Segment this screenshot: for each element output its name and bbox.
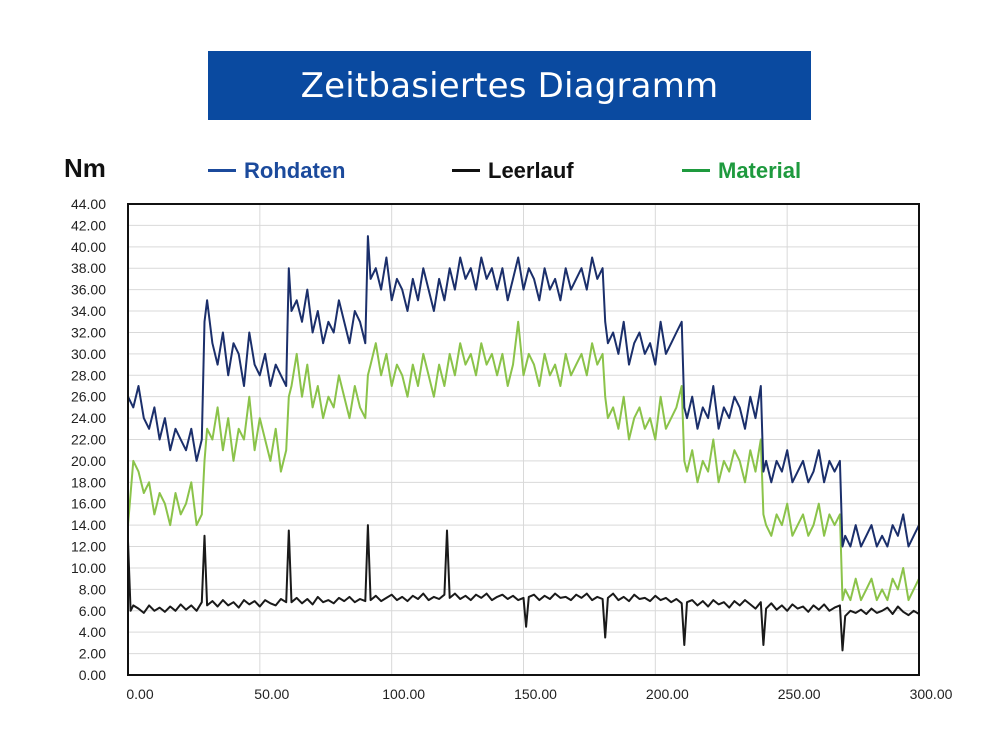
y-tick-label: 4.00 — [79, 624, 106, 640]
y-tick-label: 34.00 — [71, 303, 106, 319]
y-tick-label: 28.00 — [71, 367, 106, 383]
y-tick-label: 16.00 — [71, 496, 106, 512]
y-tick-label: 12.00 — [71, 539, 106, 555]
chart-title-banner: Zeitbasiertes Diagramm — [208, 51, 811, 120]
x-tick-label: 200.00 — [646, 686, 689, 702]
x-tick-label: 0.00 — [126, 686, 153, 702]
y-tick-label: 38.00 — [71, 260, 106, 276]
y-tick-label: 36.00 — [71, 282, 106, 298]
y-tick-label: 22.00 — [71, 432, 106, 448]
legend-swatch-rohdaten — [208, 168, 236, 172]
y-tick-label: 20.00 — [71, 453, 106, 469]
x-axis-ticks: 0.00 50.00 100.00 150.00 200.00 250.00 300.00 — [126, 686, 952, 702]
y-tick-label: 30.00 — [71, 346, 106, 362]
legend-swatch-leerlauf — [452, 168, 480, 172]
legend-item-rohdaten: Rohdaten — [208, 158, 345, 184]
x-tick-label: 100.00 — [382, 686, 425, 702]
series-line-rohdaten — [127, 235, 920, 548]
y-tick-label: 10.00 — [71, 560, 106, 576]
y-axis-ticks: 0.00 2.00 4.00 6.00 8.00 10.00 12.00 14.00 16.00… — [71, 196, 106, 683]
y-tick-label: 14.00 — [71, 517, 106, 533]
series-line-material — [127, 320, 920, 602]
legend-item-material: Material — [682, 158, 801, 184]
y-tick-label: 32.00 — [71, 324, 106, 340]
y-tick-label: 26.00 — [71, 389, 106, 405]
x-tick-label: 300.00 — [910, 686, 953, 702]
legend-item-leerlauf: Leerlauf — [452, 158, 574, 184]
y-tick-label: 40.00 — [71, 239, 106, 255]
series-layer — [127, 235, 920, 652]
legend-label-material: Material — [718, 158, 802, 183]
y-tick-label: 0.00 — [79, 667, 106, 683]
y-tick-label: 24.00 — [71, 410, 106, 426]
y-tick-label: 2.00 — [79, 646, 106, 662]
x-tick-label: 50.00 — [254, 686, 289, 702]
y-tick-label: 8.00 — [79, 581, 106, 597]
legend-label-rohdaten: Rohdaten — [244, 158, 346, 183]
x-tick-label: 250.00 — [778, 686, 821, 702]
y-tick-label: 42.00 — [71, 217, 106, 233]
y-tick-label: 18.00 — [71, 474, 106, 490]
y-tick-label: 44.00 — [71, 196, 106, 212]
y-tick-label: 6.00 — [79, 603, 106, 619]
y-axis-unit-label: Nm — [64, 153, 106, 183]
series-line-leerlauf — [127, 524, 920, 652]
x-tick-label: 150.00 — [514, 686, 557, 702]
plot-frame — [127, 203, 920, 676]
legend-swatch-material — [682, 168, 710, 172]
legend-label-leerlauf: Leerlauf — [488, 158, 574, 183]
